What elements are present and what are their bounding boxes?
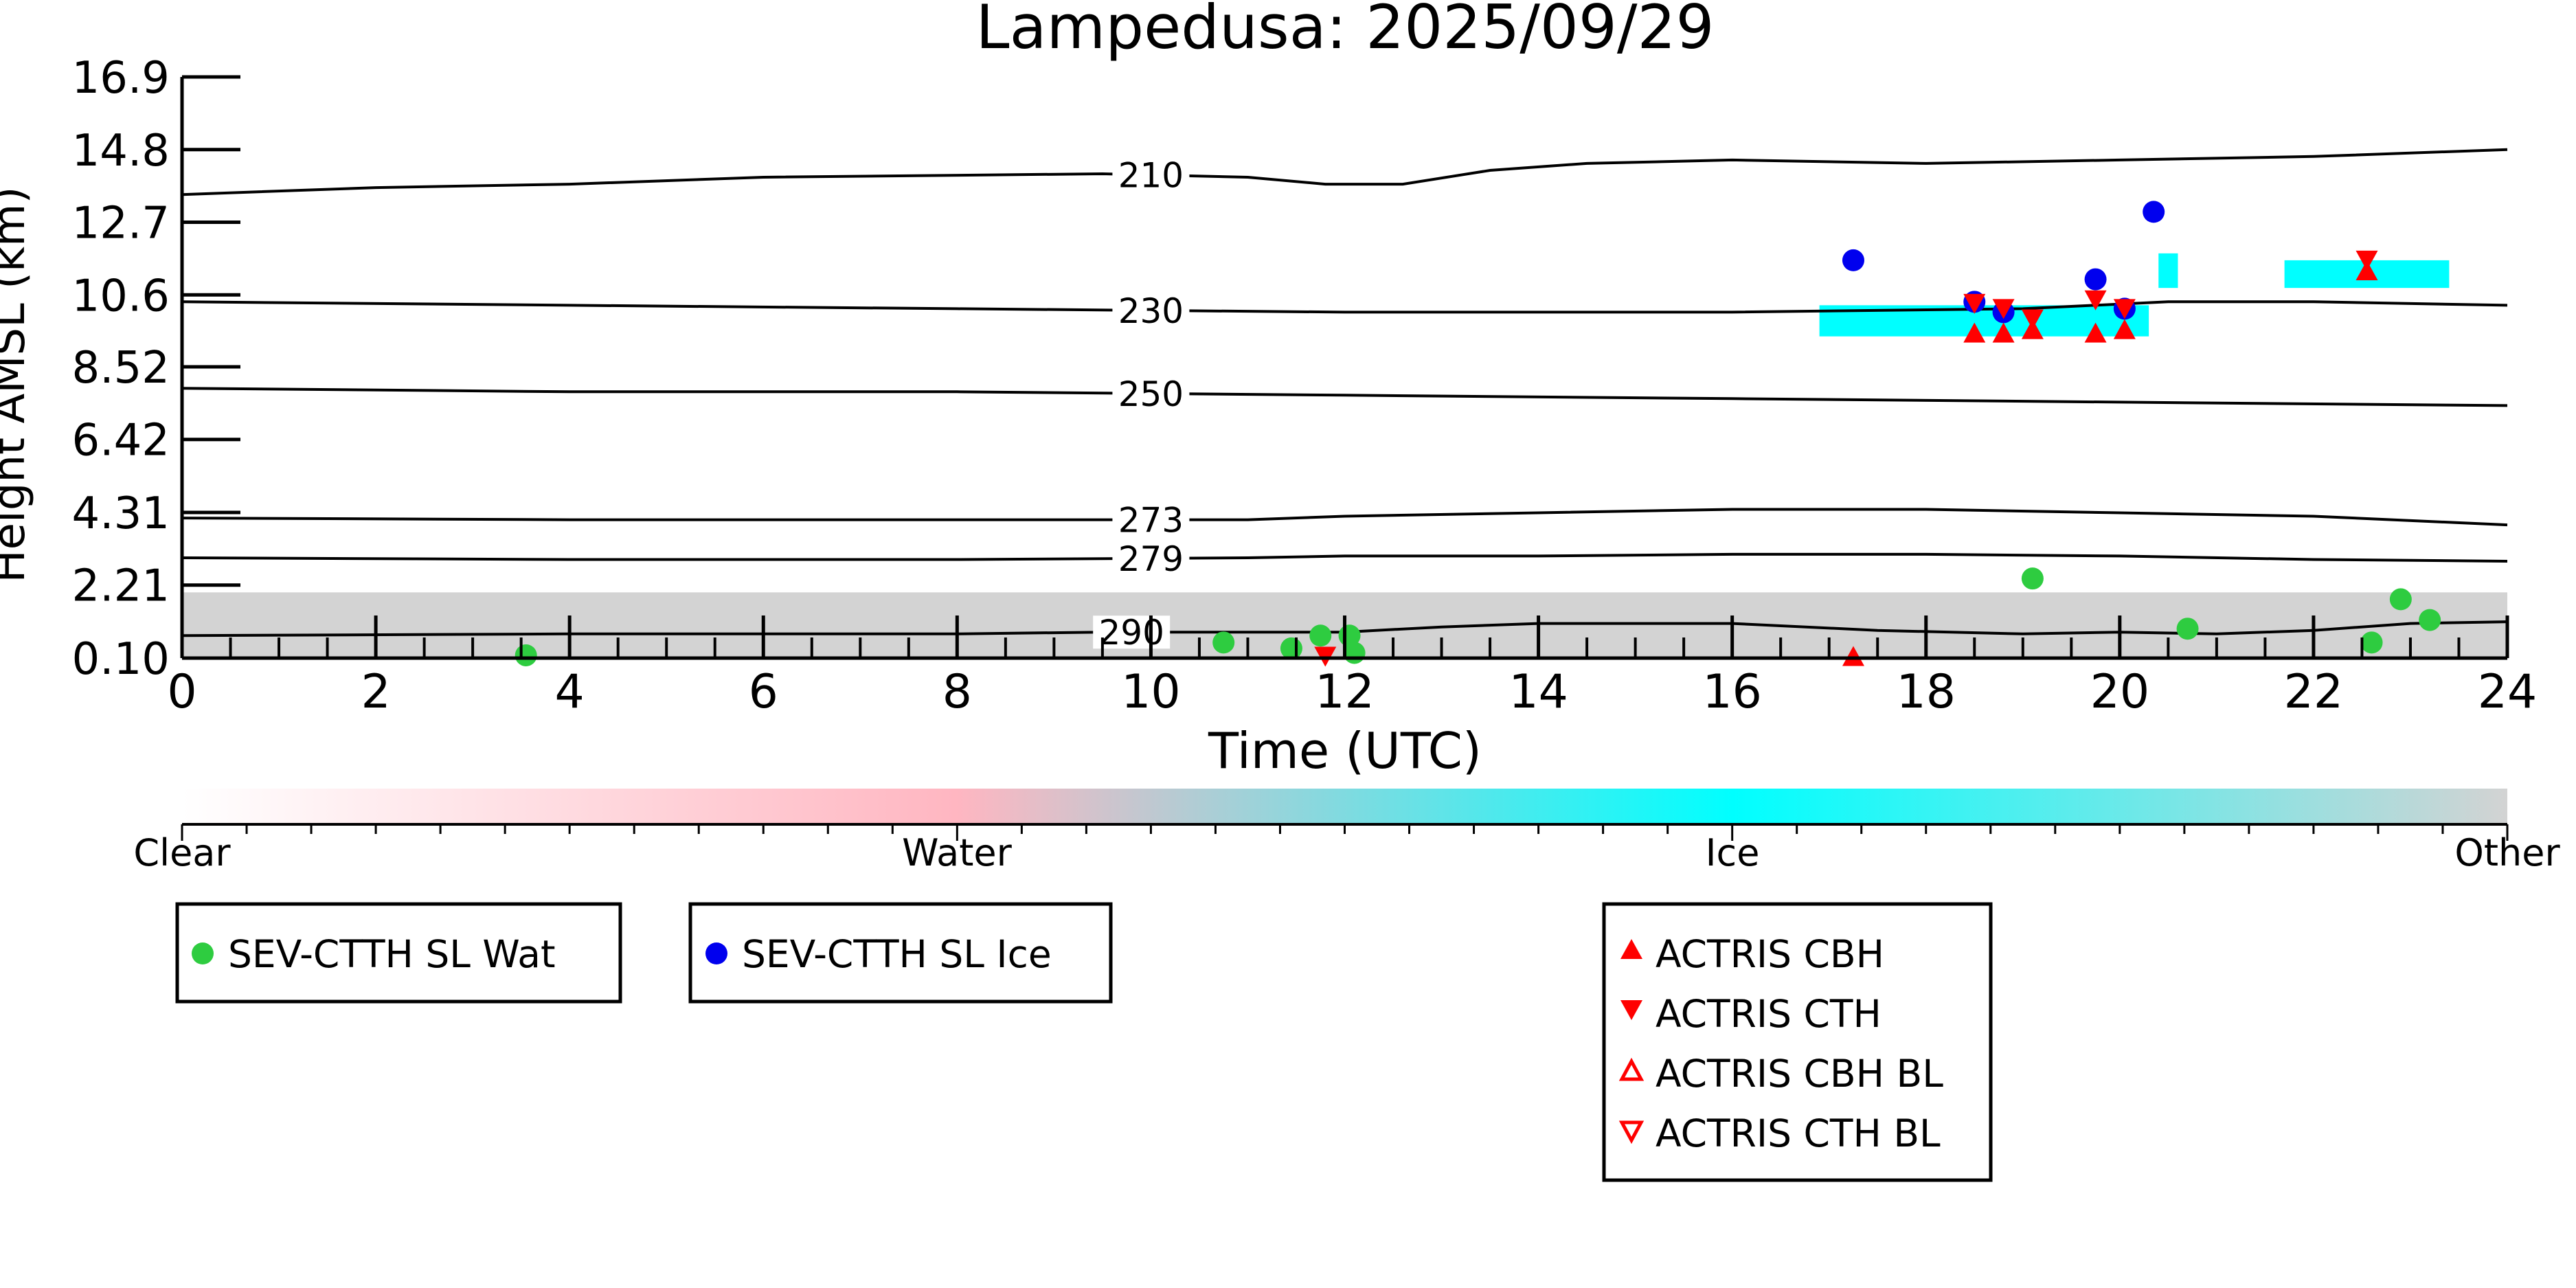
marker-point: [2419, 609, 2441, 631]
legend-triangle-down-open-marker: [1618, 1120, 1645, 1144]
y-tick-label: 14.8: [72, 126, 170, 177]
legend-entry: ACTRIS CTH BL: [1656, 1111, 1941, 1155]
legend-entry: SEV-CTTH SL Ice: [742, 932, 1052, 976]
contour-label-bg: [1112, 376, 1190, 410]
legend-green-circle-marker: [192, 942, 214, 964]
marker-point: [2084, 268, 2107, 291]
legend-actris: ACTRIS CBH ACTRIS CTH ACTRIS CBH BL ACTR…: [1602, 902, 1993, 1182]
x-tick-label: 18: [1896, 665, 1956, 719]
legend-triangle-down-marker: [1620, 1000, 1642, 1020]
contour-label: 250: [1118, 374, 1184, 414]
legend-box: [688, 902, 1113, 1004]
marker-point: [2360, 631, 2383, 654]
marker-point: [1309, 624, 1332, 647]
x-tick-label: 12: [1315, 665, 1375, 719]
marker-point: [1963, 293, 1986, 314]
contour-label: 290: [1098, 613, 1164, 653]
contour-279: [181, 552, 2508, 563]
y-tick-label: 8.52: [72, 343, 170, 394]
marker-point: [2113, 299, 2136, 319]
x-tick-label: 20: [2090, 665, 2150, 719]
y-tick-label: 10.6: [72, 271, 170, 321]
colorbar: Clear Water Ice Other: [133, 789, 2560, 874]
marker-point: [515, 644, 537, 666]
contour-label: 210: [1118, 156, 1184, 196]
marker-point: [2355, 250, 2378, 271]
marker-point: [1842, 646, 1864, 666]
contour-label: 230: [1118, 291, 1184, 331]
marker-point: [2143, 201, 2165, 223]
x-tick-label: 0: [167, 665, 196, 719]
x-tick-label: 2: [361, 665, 390, 719]
contour-label-bg: [1112, 541, 1190, 575]
legend-triangle-up-marker: [1620, 939, 1642, 959]
legend-entry: ACTRIS CBH BL: [1656, 1052, 1943, 1096]
x-tick-label: 14: [1509, 665, 1568, 719]
contour-label-bg: [1112, 293, 1190, 327]
marker-point: [1212, 631, 1235, 654]
legend-sev-ice: SEV-CTTH SL Ice: [688, 902, 1113, 1004]
contour-250: [181, 387, 2508, 407]
x-tick-label: 24: [2478, 665, 2538, 719]
contour-230: [181, 300, 2508, 314]
x-tick-label: 10: [1121, 665, 1181, 719]
marker-point: [1992, 322, 2015, 343]
marker-point: [1963, 322, 1986, 343]
chart-title: Lampedusa: 2025/09/29: [976, 0, 1715, 63]
contour-210: [181, 148, 2508, 196]
marker-point: [2389, 588, 2412, 611]
cloud-field-ice: [2158, 253, 2178, 289]
contour-label: 279: [1118, 539, 1184, 579]
colorbar-label-ice: Ice: [1706, 831, 1760, 874]
colorbar-gradient: [182, 789, 2507, 824]
colorbar-label-clear: Clear: [133, 831, 231, 874]
colorbar-label-other: Other: [2454, 831, 2560, 874]
axes: 0 2 4 6 8 10 12 14 16 18 20 22 240.102.214.316.428.5…: [72, 53, 2538, 719]
x-tick-label: 8: [942, 665, 972, 719]
y-tick-label: 2.21: [72, 561, 170, 612]
contour-label: 273: [1118, 501, 1184, 541]
legend-entry: SEV-CTTH SL Wat: [228, 932, 556, 976]
y-tick-label: 12.7: [72, 199, 170, 249]
y-tick-label: 16.9: [72, 53, 170, 104]
legend-box: [1602, 902, 1993, 1182]
y-axis-label: Height AMSL (km): [0, 187, 35, 583]
marker-point: [2021, 309, 2044, 330]
marker-point: [1992, 299, 2015, 319]
colorbar-ticks: [181, 824, 2509, 841]
legend-box: [175, 902, 622, 1004]
marker-point: [2021, 567, 2044, 590]
legend-sev-wat: SEV-CTTH SL Wat: [175, 902, 622, 1004]
contour-273: [181, 508, 2508, 527]
contour-label-bg: [1093, 615, 1171, 649]
marker-point: [2113, 319, 2136, 339]
marker-point: [1280, 637, 1302, 659]
marker-point: [2084, 322, 2107, 343]
marker-point: [1842, 249, 1864, 271]
legend-triangle-up-open-marker: [1618, 1057, 1645, 1081]
marker-point: [1343, 642, 1366, 664]
colorbar-label-water: Water: [902, 831, 1012, 874]
marker-point: [2176, 618, 2199, 640]
marker-point: [2084, 290, 2107, 310]
legend-entry: ACTRIS CTH: [1656, 992, 1882, 1036]
y-tick-label: 6.42: [72, 416, 170, 466]
legend-blue-circle-marker: [705, 942, 727, 964]
contour-label-bg: [1112, 503, 1190, 536]
x-tick-label: 4: [555, 665, 585, 719]
x-axis-label: Time (UTC): [1208, 722, 1482, 780]
x-tick-label: 16: [1702, 665, 1762, 719]
x-tick-label: 22: [2284, 665, 2344, 719]
y-tick-label: 4.31: [72, 488, 170, 539]
y-tick-label: 0.10: [72, 634, 170, 685]
x-tick-label: 6: [749, 665, 778, 719]
cloud-mask-layer: [182, 253, 2507, 658]
contour-label-bg: [1112, 158, 1190, 192]
legend-entry: ACTRIS CBH: [1656, 932, 1884, 976]
